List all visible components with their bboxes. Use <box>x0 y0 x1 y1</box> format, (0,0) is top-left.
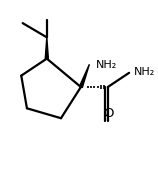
Text: O: O <box>103 107 114 120</box>
Polygon shape <box>79 64 89 88</box>
Polygon shape <box>45 37 48 59</box>
Text: NH₂: NH₂ <box>96 60 117 70</box>
Text: NH₂: NH₂ <box>134 67 155 77</box>
